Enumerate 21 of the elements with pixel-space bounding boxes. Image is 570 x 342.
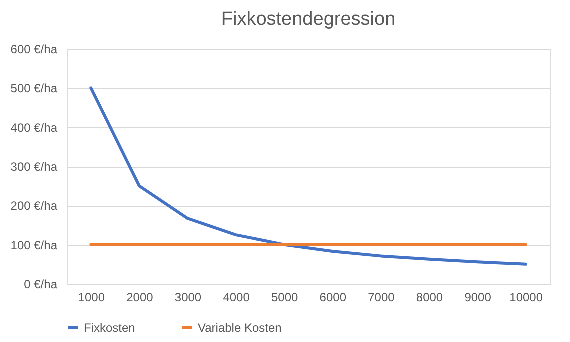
x-tick-label: 9000	[464, 290, 492, 304]
legend-label: Variable Kosten	[198, 320, 282, 335]
y-tick-label: 500 €/ha	[10, 82, 58, 96]
y-tick-label: 200 €/ha	[10, 199, 58, 214]
y-tick-label: 400 €/ha	[10, 120, 58, 135]
x-tick-label: 7000	[368, 290, 396, 304]
x-tick-label: 3000	[174, 290, 202, 304]
x-tick-label: 1000	[78, 290, 106, 304]
y-tick-label: 300 €/ha	[10, 160, 58, 174]
y-tick-label: 600 €/ha	[10, 42, 58, 56]
x-tick-label: 5000	[272, 290, 299, 304]
x-tick-label: 2000	[126, 290, 154, 304]
chart-title: Fixkostendegression	[221, 9, 396, 30]
y-tick-label: 100 €/ha	[10, 238, 58, 252]
line-series	[90, 86, 528, 266]
x-tick-label: 8000	[416, 290, 444, 304]
x-tick-label: 10000	[510, 290, 544, 304]
y-tick-label: 0 €/ha	[24, 278, 58, 292]
legend-label: Fixkosten	[84, 320, 136, 335]
x-tick-label: 4000	[223, 290, 250, 304]
x-tick-label: 6000	[320, 290, 347, 304]
